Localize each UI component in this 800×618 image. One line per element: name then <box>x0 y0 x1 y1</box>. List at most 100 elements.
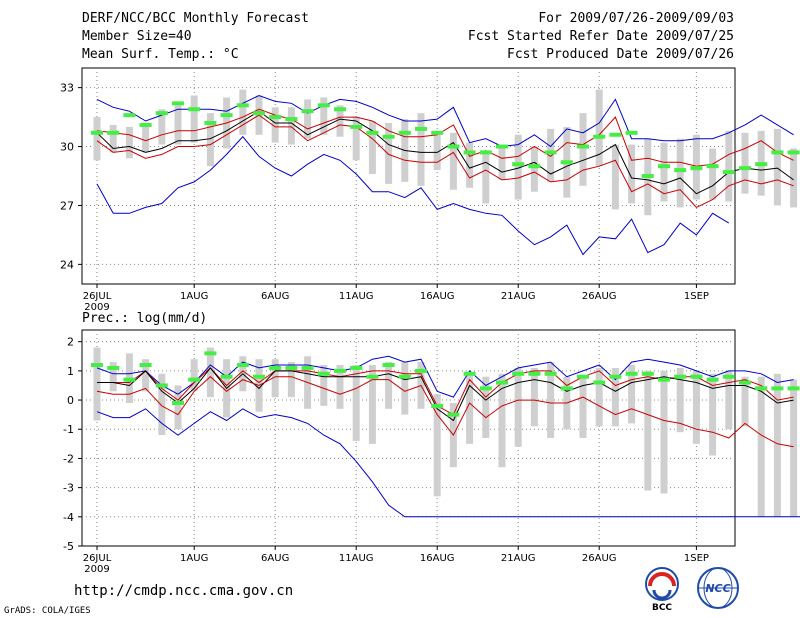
temp-member-marker <box>560 160 573 165</box>
temp-spread-box <box>417 113 425 186</box>
prec-spread-box <box>93 347 101 421</box>
prec-lower-line <box>96 376 794 448</box>
prec-member-marker <box>544 371 557 376</box>
prec-member-marker <box>690 374 703 379</box>
temp-member-marker <box>334 107 346 112</box>
prec-spread-box <box>385 362 393 409</box>
variable-label: Mean Surf. Temp.: °C <box>82 47 239 62</box>
prec-member-marker <box>674 374 687 379</box>
prec-member-marker <box>253 374 265 379</box>
temp-member-marker <box>641 174 654 178</box>
temp-xtick-label: 16AUG <box>420 291 455 302</box>
temp-member-marker <box>172 101 184 106</box>
prec-member-marker <box>415 368 427 373</box>
temp-spread-box <box>368 121 376 175</box>
temp-spread-box <box>773 128 781 206</box>
temp-lower-line <box>96 114 794 209</box>
temp-member-marker <box>107 130 120 135</box>
temp-xtick-label: 1AUG <box>180 291 208 302</box>
prec-member-marker <box>431 403 444 408</box>
temp-member-marker <box>431 130 444 135</box>
prec-ytick-label: -3 <box>63 482 74 495</box>
prec-member-marker <box>188 377 201 382</box>
temp-member-marker <box>204 120 217 125</box>
bcc-logo: BCC <box>645 567 679 612</box>
prec-spread-box <box>611 367 619 427</box>
prec-spread-box <box>158 373 166 436</box>
temp-ytick-label: 33 <box>60 82 74 95</box>
temp-xtick-label: 1SEP <box>684 291 709 302</box>
temp-spread-box <box>498 146 506 180</box>
footer-url[interactable]: http://cmdp.ncc.cma.gov.cn <box>74 583 294 599</box>
temp-spread-box <box>125 126 133 159</box>
prec-spread-box <box>109 362 117 392</box>
temp-member-marker <box>690 166 703 171</box>
prec-spread-box <box>595 367 603 427</box>
temp-min-line <box>96 135 730 256</box>
prec-xtick-label: 1SEP <box>684 553 709 564</box>
temp-member-marker <box>447 144 460 149</box>
temp-spread-box <box>271 107 279 143</box>
temp-member-marker <box>787 150 800 155</box>
prec-spread-box <box>757 376 765 517</box>
prec-spread-box <box>530 367 538 427</box>
prec-spread-box <box>498 373 506 468</box>
temp-member-marker <box>236 103 249 108</box>
prec-member-marker <box>350 365 363 370</box>
prec-member-marker <box>512 371 525 376</box>
prec-member-marker <box>496 380 508 385</box>
prec-xtick-label: 1AUG <box>180 553 208 564</box>
temp-spread-box <box>514 134 522 200</box>
prec-member-marker <box>658 377 670 382</box>
temp-spread-box <box>320 97 328 135</box>
prec-member-marker <box>91 363 103 368</box>
temp-member-marker <box>625 130 638 135</box>
prec-spread-box <box>368 365 376 444</box>
prec-xtick-label: 6AUG <box>261 553 289 564</box>
prec-spread-box <box>174 385 182 430</box>
prec-member-marker <box>625 371 638 376</box>
prec-member-marker <box>593 380 606 385</box>
temp-member-marker <box>123 113 136 118</box>
prec-xtick-label: 26AUG <box>582 553 617 564</box>
prec-spread-box <box>709 373 717 456</box>
prec-member-marker <box>139 363 152 368</box>
prec-spread-box <box>660 370 668 494</box>
prec-member-marker <box>755 386 768 391</box>
temp-spread-box <box>628 144 636 204</box>
temp-spread-box <box>449 132 457 190</box>
prec-member-marker <box>107 365 120 370</box>
prec-spread-box <box>142 359 150 392</box>
temp-ytick-label: 30 <box>60 141 74 154</box>
temp-member-marker <box>658 164 670 169</box>
prec-member-marker <box>609 374 622 379</box>
temp-spread-box <box>725 130 733 202</box>
temp-member-marker <box>496 144 508 149</box>
prec-spread-box <box>336 365 344 409</box>
prec-member-marker <box>317 371 330 376</box>
prec-member-marker <box>463 371 476 376</box>
temp-member-marker <box>366 130 379 135</box>
grads-credit: GrADS: COLA/IGES <box>4 606 91 616</box>
temp-spread-box <box>466 142 474 188</box>
prec-ytick-label: -2 <box>63 452 74 465</box>
prec-member-marker <box>220 374 233 379</box>
temp-spread-box <box>547 128 555 182</box>
ncc-logo-text: NCC <box>705 582 730 595</box>
temp-ytick-label: 27 <box>60 199 74 212</box>
temp-spread-box <box>676 138 684 208</box>
temp-plot-frame <box>81 67 736 285</box>
prec-member-marker <box>204 351 217 356</box>
temp-spread-box <box>611 144 619 210</box>
temp-spread-box <box>336 105 344 137</box>
temp-member-marker <box>220 113 233 118</box>
temp-spread-box <box>142 124 150 153</box>
prec-ytick-label: -5 <box>63 540 74 553</box>
forecast-period-label: For 2009/07/26-2009/09/03 <box>538 11 734 26</box>
prec-spread-box <box>206 347 214 398</box>
prec-mean-line <box>97 367 794 422</box>
temp-member-marker <box>609 132 622 137</box>
temp-member-marker <box>512 162 525 167</box>
prec-member-marker <box>706 377 719 382</box>
